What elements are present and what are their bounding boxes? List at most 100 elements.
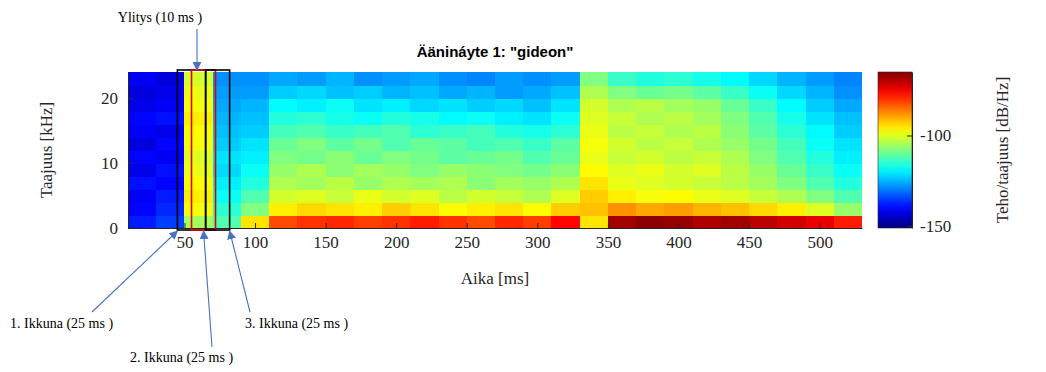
heatmap-cell <box>636 163 665 177</box>
heatmap-cell <box>382 137 411 151</box>
heatmap-cell <box>834 176 862 190</box>
heatmap-cell <box>269 176 298 190</box>
heatmap-cell <box>269 137 298 151</box>
heatmap-cell <box>721 124 750 138</box>
heatmap-cell <box>749 98 778 112</box>
heatmap-cell <box>580 215 609 228</box>
heatmap-cell <box>834 150 862 164</box>
cells <box>128 72 862 228</box>
heatmap-cell <box>721 72 750 86</box>
heatmap-cell <box>269 189 298 203</box>
heatmap-cell <box>269 215 298 228</box>
heatmap-cell <box>382 163 411 177</box>
heatmap-cell <box>184 150 213 164</box>
window-box <box>192 70 216 230</box>
heatmap-cell <box>241 111 270 125</box>
heatmap-cell <box>326 137 355 151</box>
heatmap-cell <box>184 98 213 112</box>
heatmap-cell <box>777 176 806 190</box>
heatmap-cell <box>806 215 835 228</box>
heatmap-cell <box>523 137 552 151</box>
x-axis-tick: 200 <box>384 223 410 252</box>
colorbar-axis-tick-label: -100 <box>920 126 951 145</box>
heatmap-cell <box>664 98 693 112</box>
heatmap-cell <box>834 111 862 125</box>
heatmap-cell <box>608 85 637 99</box>
heatmap-cell <box>156 189 185 203</box>
x-axis-tick: 100 <box>243 223 268 252</box>
y-axis-line <box>128 73 129 229</box>
x-axis-tick-mark <box>679 223 680 228</box>
heatmap-cell <box>439 189 468 203</box>
x-axis-tick-mark <box>326 223 327 228</box>
heatmap-cell <box>523 163 552 177</box>
heatmap-cell <box>777 215 806 228</box>
heatmap-cell <box>269 85 298 99</box>
x-axis-tick-label: 200 <box>384 233 410 252</box>
heatmap-cell <box>241 72 270 86</box>
heatmap-cell <box>184 124 213 138</box>
heatmap-cell <box>636 202 665 216</box>
heatmap-cell <box>636 111 665 125</box>
heatmap-cell <box>693 189 722 203</box>
heatmap-cell <box>241 176 270 190</box>
heatmap-cell <box>297 137 326 151</box>
annotation-label: 3. Ikkuna (25 ms ) <box>245 316 348 332</box>
heatmap-cell <box>269 98 298 112</box>
heatmap-cell <box>664 111 693 125</box>
heatmap-cell <box>693 163 722 177</box>
x-axis-tick: 250 <box>455 223 481 252</box>
heatmap-cell <box>241 163 270 177</box>
heatmap-cell <box>664 150 693 164</box>
heatmap-cell <box>749 111 778 125</box>
heatmap-cell <box>551 85 580 99</box>
heatmap-cell <box>495 163 524 177</box>
heatmap-cell <box>297 72 326 86</box>
heatmap-cell <box>580 137 609 151</box>
heatmap-cell <box>467 202 496 216</box>
heatmap-cell <box>777 202 806 216</box>
heatmap-cell <box>354 137 383 151</box>
heatmap-cell <box>495 215 524 228</box>
heatmap-cell <box>354 124 383 138</box>
heatmap-cell <box>806 72 835 86</box>
heatmap-cell <box>608 202 637 216</box>
heatmap-cell <box>523 176 552 190</box>
heatmap-cell <box>523 202 552 216</box>
heatmap-cell <box>834 124 862 138</box>
heatmap-cell <box>495 150 524 164</box>
heatmap-cell <box>551 124 580 138</box>
y-axis-tick: 20 <box>101 89 133 108</box>
heatmap-cell <box>439 150 468 164</box>
heatmap-cell <box>721 150 750 164</box>
y-axis-title: Taajuus [kHz] <box>37 102 56 199</box>
heatmap-cell <box>467 176 496 190</box>
heatmap-cell <box>297 111 326 125</box>
window-boxes <box>177 70 229 230</box>
heatmap-cell <box>693 72 722 86</box>
heatmap-cell <box>128 202 157 216</box>
heatmap-cell <box>806 124 835 138</box>
heatmap-cell <box>495 85 524 99</box>
heatmap-cell <box>664 85 693 99</box>
heatmap-cell <box>128 215 157 228</box>
heatmap-cell <box>608 98 637 112</box>
heatmap-cell <box>354 72 383 86</box>
heatmap-cell <box>241 98 270 112</box>
heatmap-cell <box>749 176 778 190</box>
heatmap-cell <box>184 111 213 125</box>
heatmap-cell <box>213 98 242 112</box>
heatmap-cell <box>693 124 722 138</box>
heatmap-cell <box>241 202 270 216</box>
heatmap-cell <box>297 124 326 138</box>
heatmap-cell <box>241 137 270 151</box>
heatmap-cell <box>326 215 355 228</box>
heatmap-cell <box>693 215 722 228</box>
y-axis-tick-label: 10 <box>101 154 118 173</box>
heatmap-cell <box>551 215 580 228</box>
heatmap-cell <box>410 137 439 151</box>
heatmap-cell <box>664 124 693 138</box>
heatmap-cell <box>664 72 693 86</box>
heatmap-cell <box>156 202 185 216</box>
heatmap-cell <box>806 202 835 216</box>
